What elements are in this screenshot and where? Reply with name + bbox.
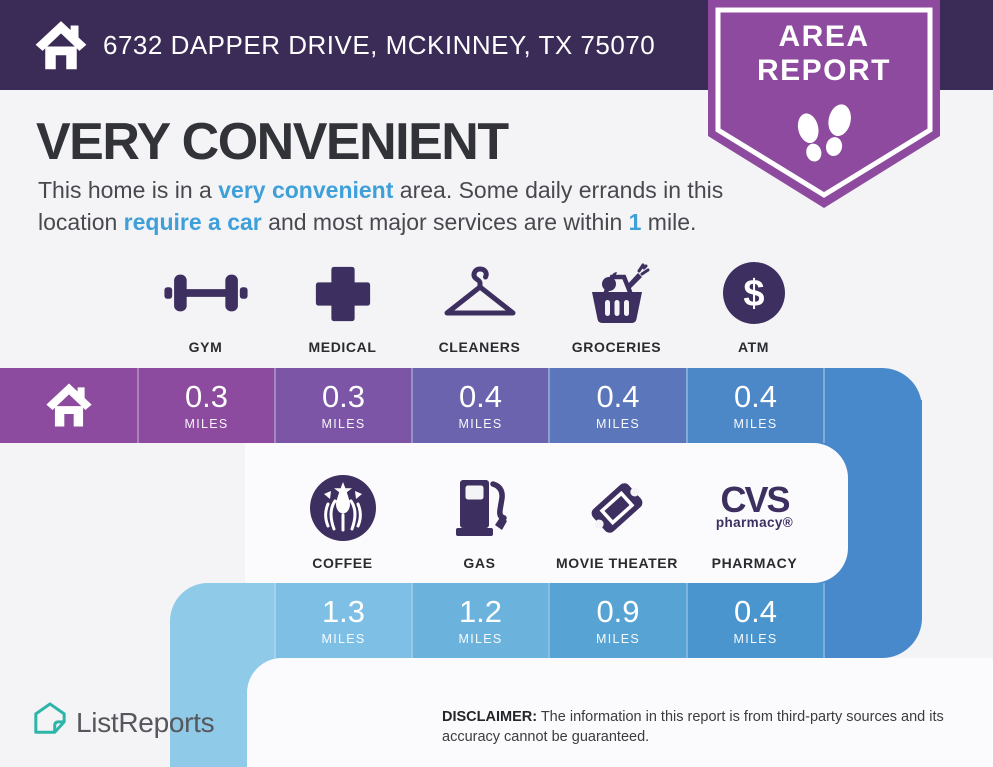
- amenity-medical: MEDICAL: [274, 256, 411, 355]
- amenity-cleaners: CLEANERS: [411, 256, 548, 355]
- amenity-coffee: COFFEE: [274, 470, 411, 571]
- starbucks-logo-icon: [309, 470, 377, 546]
- amenity-label: GAS: [463, 555, 496, 571]
- connector-cell: [823, 368, 922, 443]
- area-report-badge: AREA REPORT: [708, 0, 940, 212]
- amenity-row-2: COFFEE GAS: [274, 470, 823, 571]
- amenity-label: COFFEE: [312, 555, 373, 571]
- property-address: 6732 DAPPER DRIVE, MCKINNEY, TX 75070: [103, 29, 656, 60]
- distance-cell: 0.4 MILES: [686, 583, 823, 658]
- distance-cell: 0.4 MILES: [686, 368, 823, 443]
- page-title: VERY CONVENIENT: [36, 113, 509, 171]
- disclaimer-text: The information in this report is from t…: [442, 709, 944, 745]
- hanger-icon: [440, 256, 520, 330]
- disclaimer-label: DISCLAIMER:: [442, 709, 538, 725]
- dollar-circle-icon: $: [722, 256, 786, 330]
- home-icon: [44, 378, 94, 433]
- distance-cell: 0.9 MILES: [548, 583, 686, 658]
- grocery-basket-icon: [580, 256, 654, 330]
- brand-name: ListReports: [76, 706, 215, 738]
- amenity-label: GROCERIES: [571, 339, 662, 355]
- amenity-label: GYM: [188, 339, 223, 355]
- distance-bar-1: 0.3 MILES 0.3 MILES 0.4 MILES 0.4 MILES 0.4 M…: [0, 368, 922, 443]
- distance-cell: 0.4 MILES: [548, 368, 686, 443]
- gas-pump-icon: [448, 470, 512, 546]
- distance-cell: 1.2 MILES: [411, 583, 548, 658]
- amenity-groceries: GROCERIES: [548, 256, 685, 355]
- distance-cell: 0.3 MILES: [274, 368, 411, 443]
- badge-title: AREA REPORT: [756, 20, 891, 87]
- medical-cross-icon: [312, 256, 374, 330]
- footer-card: [247, 658, 993, 767]
- turn-cell: [170, 583, 274, 658]
- amenity-label: CLEANERS: [438, 339, 521, 355]
- footprints-icon: [784, 98, 864, 175]
- disclaimer: DISCLAIMER: The information in this repo…: [442, 708, 987, 747]
- listreports-logo: ListReports: [33, 701, 215, 744]
- distance-cell: 0.3 MILES: [137, 368, 274, 443]
- amenity-gas: GAS: [411, 470, 548, 571]
- amenity-label: PHARMACY: [711, 555, 798, 571]
- amenity-label: MEDICAL: [308, 339, 377, 355]
- pennant-shape: [708, 0, 940, 208]
- home-cell: [0, 368, 137, 443]
- dumbbell-icon: [163, 256, 249, 330]
- listreports-house-icon: [33, 701, 67, 744]
- amenity-pharmacy: CVS pharmacy® PHARMACY: [686, 470, 823, 571]
- distance-bar-2: 1.3 MILES 1.2 MILES 0.9 MILES 0.4 MILES: [170, 583, 922, 658]
- summary-line-2: location require a car and most major se…: [38, 209, 697, 236]
- amenity-label: ATM: [737, 339, 770, 355]
- amenity-gym: GYM: [137, 256, 274, 355]
- summary-text: This home is in a very convenient area. …: [38, 174, 738, 238]
- amenity-movie-theater: MOVIE THEATER: [548, 470, 686, 571]
- distance-cell: 1.3 MILES: [274, 583, 411, 658]
- distance-cell: 0.4 MILES: [411, 368, 548, 443]
- cvs-logo: CVS pharmacy®: [715, 479, 794, 530]
- amenity-row-1: GYM MEDICAL CLEANERS: [137, 256, 823, 355]
- home-icon: [33, 15, 89, 76]
- ticket-icon: [582, 470, 652, 546]
- svg-text:$: $: [743, 273, 764, 315]
- summary-line-1: This home is in a very convenient area. …: [38, 177, 724, 203]
- amenity-atm: $ ATM: [685, 256, 822, 355]
- connector-cell: [823, 583, 922, 658]
- amenity-label: MOVIE THEATER: [556, 555, 678, 571]
